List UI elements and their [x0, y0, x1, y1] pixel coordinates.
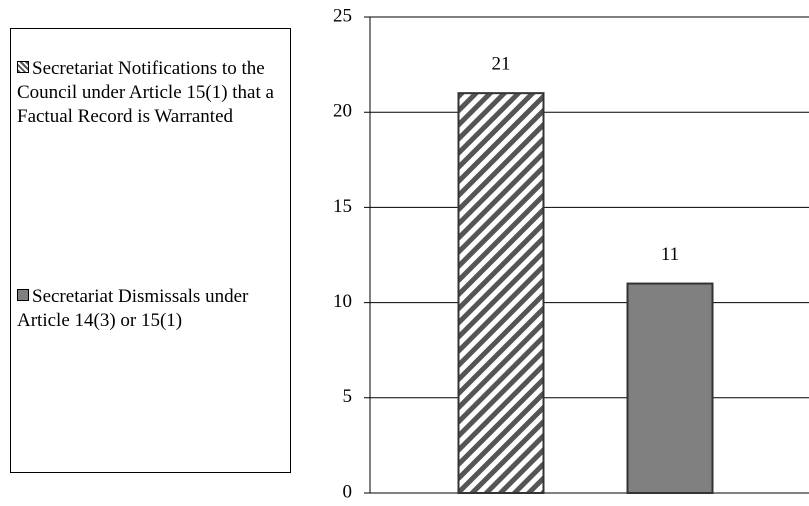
y-tick-label: 15 — [333, 196, 352, 217]
legend: Secretariat Notifications to the Council… — [10, 28, 291, 473]
legend-label: Secretariat Notifications to the Council… — [17, 58, 274, 127]
y-tick-label: 0 — [343, 481, 353, 502]
legend-label: Secretariat Dismissals under Article 14(… — [17, 286, 249, 331]
legend-item: Secretariat Notifications to the Council… — [17, 57, 297, 129]
y-tick-label: 5 — [343, 386, 353, 407]
legend-item: Secretariat Dismissals under Article 14(… — [17, 285, 297, 333]
y-tick-label: 25 — [333, 5, 352, 26]
data-label: 11 — [661, 244, 679, 265]
bar — [626, 282, 714, 494]
legend-marker — [17, 61, 29, 73]
y-tick-label: 10 — [333, 291, 352, 312]
legend-marker — [17, 289, 29, 301]
data-label: 21 — [492, 54, 511, 75]
y-tick-label: 20 — [333, 101, 352, 122]
bar — [457, 92, 545, 494]
